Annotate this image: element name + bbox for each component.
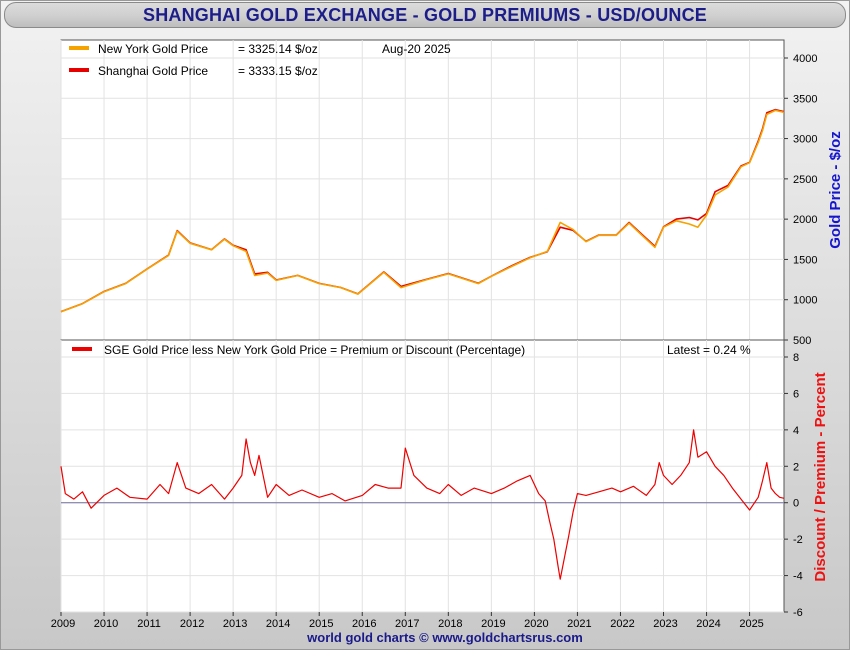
legend-value-shanghai: = 3333.15 $/oz xyxy=(238,64,318,78)
title-bar: SHANGHAI GOLD EXCHANGE - GOLD PREMIUMS -… xyxy=(4,2,846,28)
bottom-y-tick-label: 2 xyxy=(793,461,799,473)
x-tick-label: 2015 xyxy=(309,618,333,630)
x-tick-label: 2025 xyxy=(739,618,763,630)
bottom-y-ticks: -6 -4 -2 0 2 4 6 8 xyxy=(784,352,803,619)
top-y-tick-label: 2000 xyxy=(793,214,817,226)
series-line-new-york xyxy=(60,109,785,313)
x-tick-label: 2022 xyxy=(610,618,634,630)
x-tick-label: 2016 xyxy=(352,618,376,630)
x-tick-label: 2017 xyxy=(395,618,419,630)
bottom-y-tick-label: 8 xyxy=(793,352,799,364)
x-tick-label: 2020 xyxy=(524,618,548,630)
series-line-premium xyxy=(60,429,785,580)
legend-label-new-york: New York Gold Price xyxy=(98,42,208,56)
top-panel xyxy=(60,39,785,341)
bottom-y-tick-label: -6 xyxy=(793,607,803,619)
legend-swatch-premium xyxy=(72,347,92,351)
top-y-tick-label: 2500 xyxy=(793,174,817,186)
top-y-axis-title: Gold Price - $/oz xyxy=(827,131,844,249)
bottom-gridlines xyxy=(60,340,784,613)
top-y-ticks: 500 1000 1500 2000 2500 3000 3500 4000 xyxy=(784,53,817,347)
chart-title: SHANGHAI GOLD EXCHANGE - GOLD PREMIUMS -… xyxy=(142,4,708,25)
x-tick-label: 2023 xyxy=(653,618,677,630)
x-tick-label: 2024 xyxy=(696,618,720,630)
x-tick-label: 2010 xyxy=(94,618,118,630)
x-tick-label: 2019 xyxy=(481,618,505,630)
x-tick-label: 2013 xyxy=(223,618,247,630)
legend-swatch-shanghai xyxy=(69,68,89,72)
bottom-series-lines xyxy=(60,429,785,580)
latest-premium-value: Latest = 0.24 % xyxy=(667,343,751,357)
footer-credit: world gold charts © www.goldchartsrus.co… xyxy=(306,630,583,645)
top-y-tick-label: 1500 xyxy=(793,254,817,266)
top-y-tick-label: 3500 xyxy=(793,93,817,105)
bottom-y-tick-label: 0 xyxy=(793,498,799,510)
bottom-y-tick-label: 4 xyxy=(793,425,799,437)
bottom-y-tick-label: -2 xyxy=(793,534,803,546)
top-series-lines xyxy=(60,108,785,313)
top-y-tick-label: 3000 xyxy=(793,134,817,146)
x-tick-label: 2021 xyxy=(567,618,591,630)
bottom-panel xyxy=(60,339,785,613)
x-tick-label: 2009 xyxy=(51,618,75,630)
top-y-tick-label: 4000 xyxy=(793,53,817,65)
legend-swatch-new-york xyxy=(69,46,89,50)
legend-value-new-york: = 3325.14 $/oz xyxy=(238,42,318,56)
x-axis-ticks: 2009 2010 2011 2012 2013 2014 2015 2016 2017 2018… xyxy=(51,612,764,630)
bottom-y-tick-label: -4 xyxy=(793,571,803,583)
legend-label-premium: SGE Gold Price less New York Gold Price … xyxy=(104,343,525,357)
x-tick-label: 2014 xyxy=(266,618,290,630)
x-tick-label: 2018 xyxy=(438,618,462,630)
legend-date: Aug-20 2025 xyxy=(382,42,451,56)
bottom-y-axis-title: Discount / Premium - Percent xyxy=(812,372,829,581)
legend-label-shanghai: Shanghai Gold Price xyxy=(98,64,208,78)
top-y-tick-label: 500 xyxy=(793,335,811,347)
top-y-tick-label: 1000 xyxy=(793,295,817,307)
x-tick-label: 2011 xyxy=(137,618,161,630)
x-tick-label: 2012 xyxy=(180,618,204,630)
bottom-y-tick-label: 6 xyxy=(793,388,799,400)
